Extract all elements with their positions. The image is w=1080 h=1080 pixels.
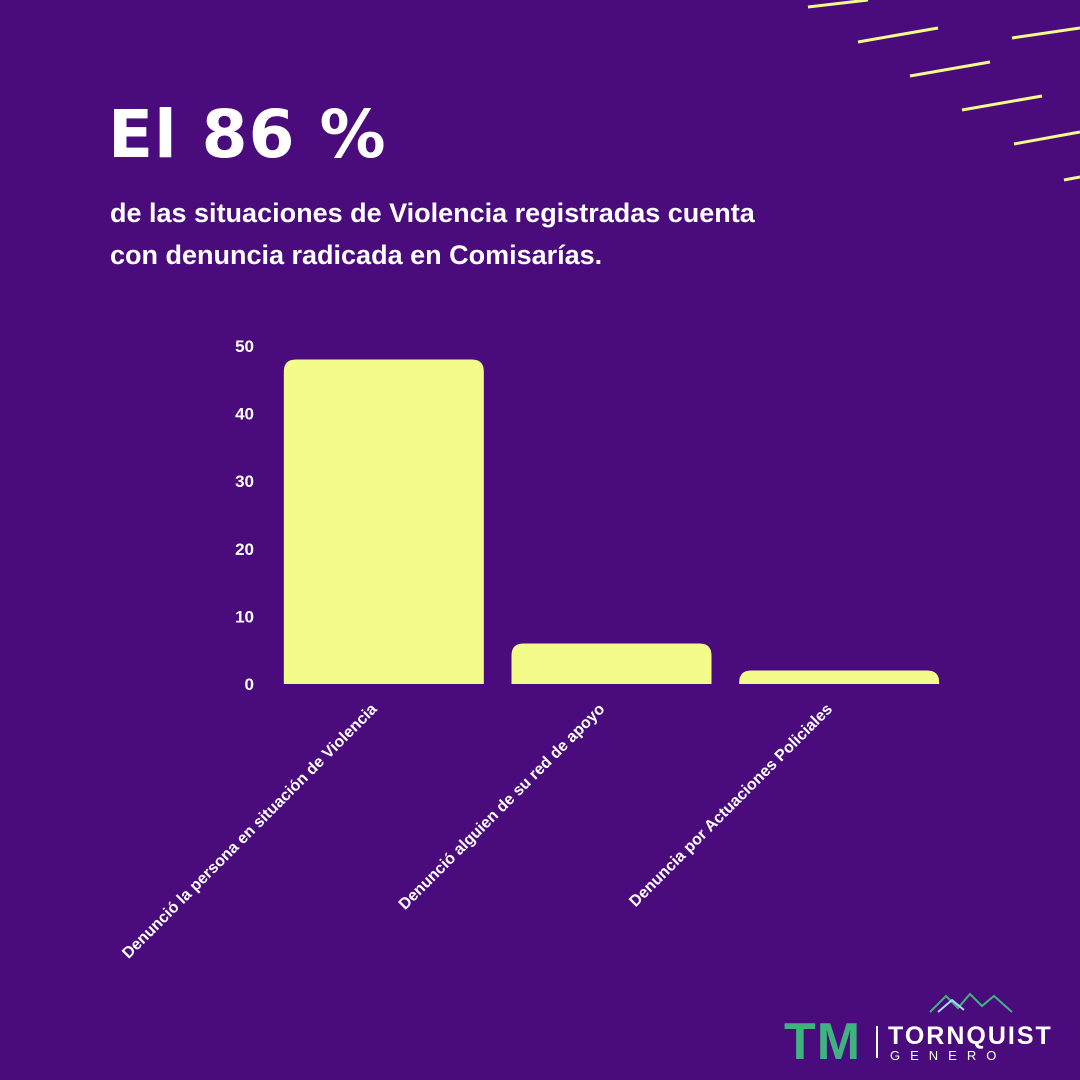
logo-divider xyxy=(876,1026,878,1058)
x-tick-label: Denunció la persona en situación de Viol… xyxy=(119,701,380,962)
y-tick-label: 0 xyxy=(245,675,254,694)
subtitle-line: de las situaciones de Violencia registra… xyxy=(110,198,755,228)
y-tick-label: 40 xyxy=(235,405,254,424)
subtitle: de las situaciones de Violencia registra… xyxy=(110,192,970,276)
logo-name: TORNQUIST xyxy=(888,1022,1053,1050)
bar xyxy=(739,670,940,684)
subtitle-line: con denuncia radicada en Comisarías. xyxy=(110,240,603,270)
x-tick-label: Denunció alguien de su red de apoyo xyxy=(396,701,609,914)
y-tick-label: 30 xyxy=(235,472,254,491)
mountain-icon xyxy=(929,992,1013,1013)
y-tick-label: 20 xyxy=(235,540,254,559)
y-tick-label: 10 xyxy=(235,607,254,626)
bar xyxy=(511,643,712,684)
logo-mark: TM xyxy=(784,1013,862,1071)
headline: El 86 % xyxy=(108,96,387,173)
bar xyxy=(283,359,484,684)
x-tick-label: Denuncia por Actuaciones Policiales xyxy=(626,701,836,911)
brand-logo: TM TORNQUIST GENERO xyxy=(784,990,1064,1071)
decorative-stripes xyxy=(807,0,1080,182)
y-tick-label: 50 xyxy=(235,337,254,356)
logo-subtitle: GENERO xyxy=(890,1048,1007,1063)
